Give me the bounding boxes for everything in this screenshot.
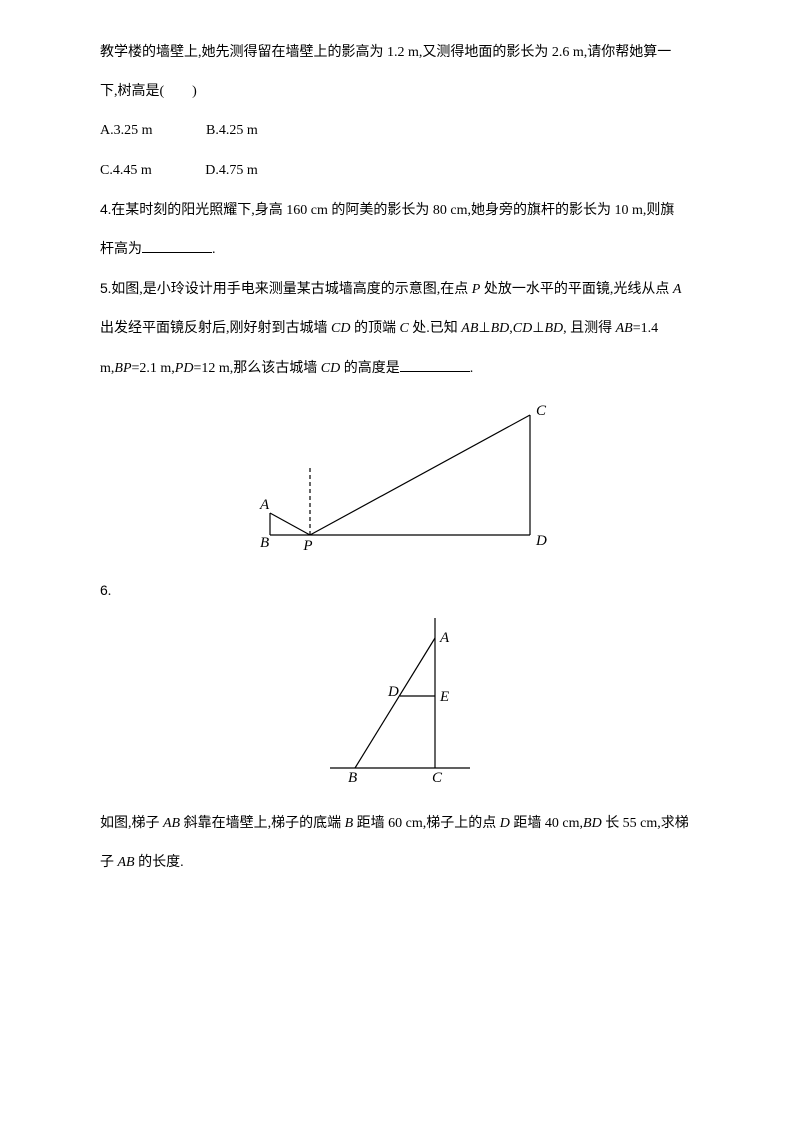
q6-l1e: 长 55 cm,求梯 xyxy=(602,816,689,831)
q4-tail: . xyxy=(212,242,216,257)
q6-line1: 如图,梯子 AB 斜靠在墙壁上,梯子的底端 B 距墙 60 cm,梯子上的点 D… xyxy=(100,811,700,836)
q4-line2: 杆高为. xyxy=(100,237,700,262)
q3-optB: B.4.25 m xyxy=(206,118,258,143)
q4-num: 4 xyxy=(100,201,108,217)
q5-l1b: 处放一水平的平面镜,光线从点 xyxy=(480,282,673,297)
q5-eq2: =2.1 m, xyxy=(132,361,175,376)
q6-D: D xyxy=(500,816,510,831)
q5-CD: CD xyxy=(331,321,350,336)
fig6-E: E xyxy=(439,689,449,705)
q5-tail: . xyxy=(470,361,474,376)
q3-opts-row1: A.3.25 m B.4.25 m xyxy=(100,118,700,143)
fig6: A D E B C xyxy=(100,618,700,797)
q4-text2: 杆高为 xyxy=(100,242,142,257)
q5-l3b: 的高度是 xyxy=(340,361,400,376)
q5-BD2: BD xyxy=(544,321,563,336)
fig5-P: P xyxy=(302,538,312,554)
fig6-C: C xyxy=(432,770,443,786)
q5-l1a: .如图,是小玲设计用手电来测量某古城墙高度的示意图,在点 xyxy=(108,282,472,297)
q6-num: 6 xyxy=(100,582,108,598)
q3-text-l1: 教学楼的墙壁上,她先测得留在墙壁上的影高为 1.2 m,又测得地面的影长为 2.… xyxy=(100,45,671,60)
q3-line1: 教学楼的墙壁上,她先测得留在墙壁上的影高为 1.2 m,又测得地面的影长为 2.… xyxy=(100,40,700,65)
q5-eq1: =1.4 xyxy=(633,321,658,336)
q6-head: 6. xyxy=(100,578,700,604)
fig6-D: D xyxy=(387,684,399,700)
q5-AB1: AB xyxy=(461,321,478,336)
q3-text-l2: 下,树高是( ) xyxy=(100,84,197,99)
q4-text1: .在某时刻的阳光照耀下,身高 160 cm 的阿美的影长为 80 cm,她身旁的… xyxy=(108,203,675,218)
q5-line3: m,BP=2.1 m,PD=12 m,那么该古城墙 CD 的高度是. xyxy=(100,356,700,381)
q5-perp2: ⊥ xyxy=(532,321,544,336)
q6-dot: . xyxy=(108,584,112,599)
q6-l2a: 子 xyxy=(100,855,118,870)
q5-A: A xyxy=(673,282,682,297)
q6-AB: AB xyxy=(163,816,180,831)
q5-perp1: ⊥ xyxy=(478,321,490,336)
q5-num: 5 xyxy=(100,280,108,296)
q3-line2: 下,树高是( ) xyxy=(100,79,700,104)
q6-l1d: 距墙 40 cm, xyxy=(510,816,583,831)
q5-AB2: AB xyxy=(616,321,633,336)
fig5-C: C xyxy=(536,403,547,419)
fig6-A: A xyxy=(439,630,450,646)
q6-l2b: 的长度. xyxy=(135,855,184,870)
q5-CD2: CD xyxy=(513,321,532,336)
q5-l2d: 且测得 xyxy=(567,321,616,336)
q6-line2: 子 AB 的长度. xyxy=(100,850,700,875)
q5-eq3: =12 m,那么该古城墙 xyxy=(193,361,320,376)
q6-l1b: 斜靠在墙壁上,梯子的底端 xyxy=(180,816,345,831)
q5-C: C xyxy=(399,321,408,336)
fig5: A B P C D xyxy=(100,395,700,564)
q5-l2c: 处.已知 xyxy=(409,321,462,336)
q5-PD: PD xyxy=(175,361,194,376)
q5-CD3: CD xyxy=(321,361,340,376)
q3-optC: C.4.45 m xyxy=(100,158,152,183)
q3-optD: D.4.75 m xyxy=(205,158,258,183)
fig5-A: A xyxy=(259,497,270,513)
q3-optA: A.3.25 m xyxy=(100,118,153,143)
fig5-D: D xyxy=(535,533,547,549)
q5-l2a: 出发经平面镜反射后,刚好射到古城墙 xyxy=(100,321,331,336)
q3-opts-row2: C.4.45 m D.4.75 m xyxy=(100,158,700,183)
q5-BP: BP xyxy=(114,361,131,376)
q6-l1a: 如图,梯子 xyxy=(100,816,163,831)
q5-l3a: m, xyxy=(100,361,114,376)
q6-B: B xyxy=(345,816,354,831)
fig5-B: B xyxy=(260,535,269,551)
q6-AB2: AB xyxy=(118,855,135,870)
q5-line1: 5.如图,是小玲设计用手电来测量某古城墙高度的示意图,在点 P 处放一水平的平面… xyxy=(100,276,700,302)
q5-blank xyxy=(400,357,470,372)
q5-line2: 出发经平面镜反射后,刚好射到古城墙 CD 的顶端 C 处.已知 AB⊥BD,CD… xyxy=(100,316,700,341)
q5-l2b: 的顶端 xyxy=(350,321,399,336)
q4-blank xyxy=(142,238,212,253)
q6-l1c: 距墙 60 cm,梯子上的点 xyxy=(353,816,500,831)
q4-line1: 4.在某时刻的阳光照耀下,身高 160 cm 的阿美的影长为 80 cm,她身旁… xyxy=(100,197,700,223)
fig6-B: B xyxy=(348,770,357,786)
q5-BD1: BD xyxy=(491,321,510,336)
q6-BD: BD xyxy=(583,816,602,831)
page: 教学楼的墙壁上,她先测得留在墙壁上的影高为 1.2 m,又测得地面的影长为 2.… xyxy=(0,0,800,1132)
